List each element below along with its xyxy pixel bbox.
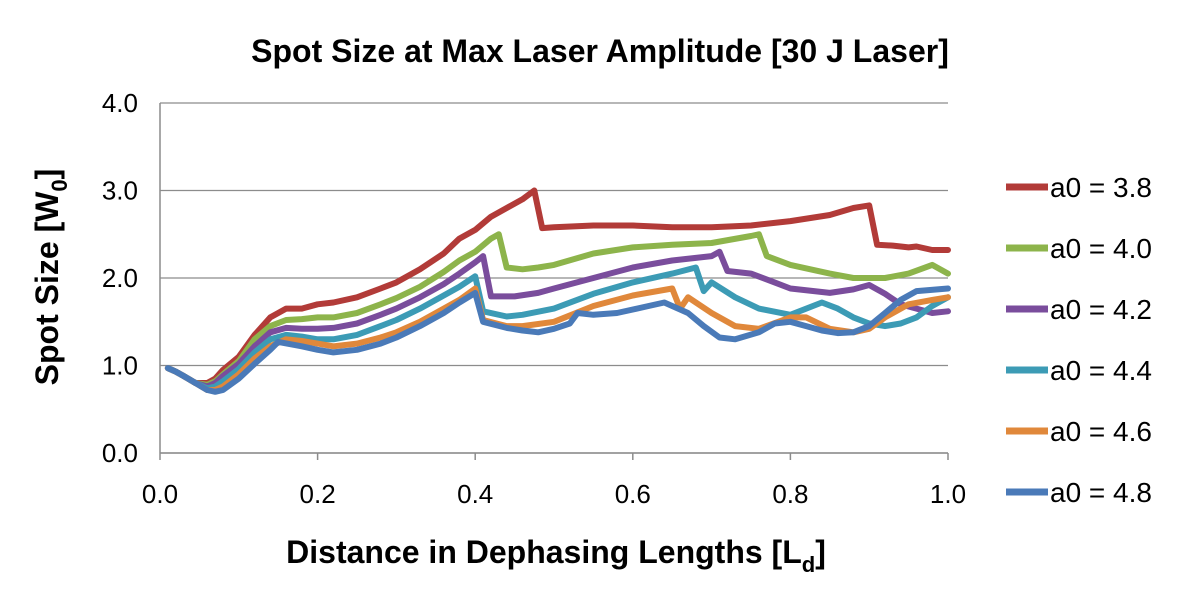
x-axis-title: Distance in Dephasing Lengths [Ld] xyxy=(286,534,826,577)
y-tick-label: 3.0 xyxy=(102,176,138,206)
legend-label-1: a0 = 4.0 xyxy=(1050,233,1152,264)
y-axis-title-end: ] xyxy=(29,169,65,180)
y-axis-title-main: Spot Size [W xyxy=(29,191,65,386)
x-tick-label: 0.8 xyxy=(772,479,808,509)
x-axis-title-subscript: d xyxy=(802,552,815,577)
y-axis-title: Spot Size [W0] xyxy=(29,169,72,386)
x-tick-label: 1.0 xyxy=(930,479,966,509)
x-axis-title-end: ] xyxy=(815,534,826,570)
legend-label-0: a0 = 3.8 xyxy=(1050,172,1152,203)
x-tick-label: 0.2 xyxy=(300,479,336,509)
legend: a0 = 3.8 a0 = 4.0 a0 = 4.2 a0 = 4.4 a0 = 4.6… xyxy=(1006,172,1152,508)
gridlines xyxy=(160,102,948,454)
axes xyxy=(159,103,949,460)
y-axis-title-subscript: 0 xyxy=(47,179,72,191)
series-line-5 xyxy=(164,285,951,395)
legend-label-3: a0 = 4.4 xyxy=(1050,355,1152,386)
y-tick-label: 1.0 xyxy=(102,351,138,381)
x-axis-title-main: Distance in Dephasing Lengths [L xyxy=(286,534,802,570)
x-tick-label: 0.4 xyxy=(457,479,493,509)
legend-label-2: a0 = 4.2 xyxy=(1050,294,1152,325)
x-tick-label: 0.6 xyxy=(615,479,651,509)
y-tick-label: 0.0 xyxy=(102,438,138,468)
x-tick-labels: 0.0 0.2 0.4 0.6 0.8 1.0 xyxy=(142,479,966,509)
y-tick-label: 4.0 xyxy=(102,88,138,118)
chart-title: Spot Size at Max Laser Amplitude [30 J L… xyxy=(251,33,949,69)
series-line-2 xyxy=(164,248,951,390)
legend-label-5: a0 = 4.8 xyxy=(1050,477,1152,508)
series-line-0 xyxy=(164,187,951,386)
y-tick-label: 2.0 xyxy=(102,263,138,293)
y-tick-labels: 0.0 1.0 2.0 3.0 4.0 xyxy=(102,88,138,468)
series-lines xyxy=(164,187,951,395)
legend-label-4: a0 = 4.6 xyxy=(1050,416,1152,447)
x-tick-label: 0.0 xyxy=(142,479,178,509)
